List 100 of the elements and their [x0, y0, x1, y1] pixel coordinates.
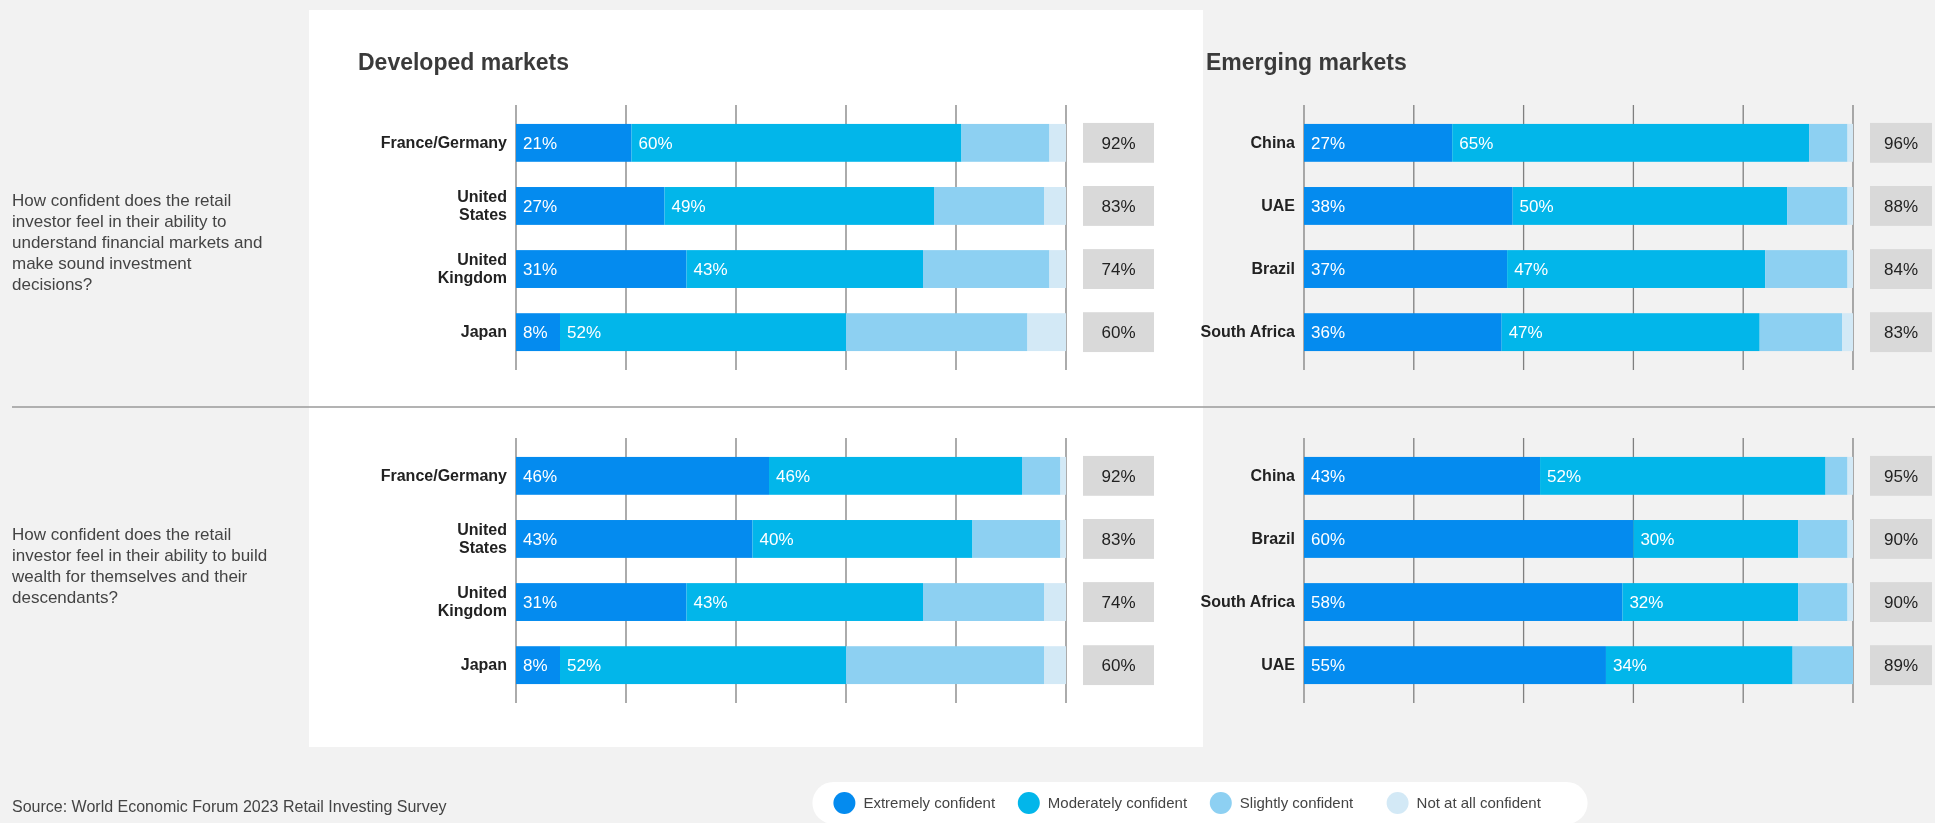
y-tick-label: China	[1250, 466, 1296, 484]
y-axis-title: How confident does the retail investor feel in their ability to build wealth for themselves and their descendants?	[11, 525, 268, 607]
bar	[1787, 187, 1848, 225]
source-note: Source: World Economic Forum 2023 Retail Investing Survey	[12, 798, 447, 815]
bar	[1798, 520, 1848, 558]
bar	[1512, 187, 1788, 225]
bar	[560, 313, 846, 352]
bar	[1847, 520, 1853, 558]
bar	[1507, 250, 1766, 288]
data-label: 43%	[523, 529, 558, 549]
bar	[1825, 456, 1848, 495]
y-tick-label: South Africa	[1200, 323, 1296, 341]
bar	[1304, 646, 1606, 685]
legend-label: Moderately confident	[1047, 794, 1188, 811]
data-label: 65%	[1459, 133, 1494, 153]
data-label: 37%	[1311, 260, 1346, 280]
bar	[516, 123, 632, 162]
bar	[516, 187, 665, 225]
bar	[1452, 123, 1810, 162]
bar	[1304, 123, 1453, 162]
bar	[516, 583, 687, 621]
bar	[1044, 187, 1066, 225]
bar	[972, 520, 1061, 558]
bar	[1842, 313, 1853, 352]
bar	[923, 250, 1050, 288]
bar	[752, 520, 973, 558]
bar	[686, 250, 923, 288]
bar	[934, 187, 1044, 225]
data-label: 58%	[1311, 593, 1346, 613]
y-tick-label: United Kingdom	[437, 251, 507, 287]
data-label: 40%	[759, 529, 794, 549]
bar	[1022, 456, 1061, 495]
data-label: 46%	[776, 466, 811, 486]
y-tick-label: China	[1250, 133, 1296, 151]
data-label: 30%	[1640, 529, 1675, 549]
bar	[1049, 250, 1066, 288]
bar	[1501, 313, 1760, 352]
data-label: 43%	[1311, 466, 1346, 486]
text: 60%	[1101, 323, 1136, 343]
y-tick-label: United States	[457, 520, 508, 556]
bar	[1304, 187, 1513, 225]
data-label: 8%	[523, 323, 548, 343]
text: 83%	[1883, 323, 1919, 343]
bar	[1304, 456, 1541, 495]
y-tick-label: South Africa	[1200, 593, 1296, 611]
data-label: 50%	[1519, 196, 1554, 216]
y-tick-label: Brazil	[1251, 260, 1295, 278]
bar	[961, 123, 1050, 162]
bar	[516, 520, 753, 558]
bar	[923, 583, 1044, 621]
data-label: 31%	[523, 593, 558, 613]
text: 83%	[1101, 196, 1136, 216]
y-tick-label: United Kingdom	[437, 584, 507, 620]
data-label: 27%	[523, 196, 558, 216]
bar	[516, 456, 769, 495]
legend-label: Not at all confident	[1416, 794, 1542, 811]
bar	[1847, 583, 1853, 621]
data-label: 43%	[693, 260, 728, 280]
text: 84%	[1883, 260, 1919, 280]
data-label: 34%	[1612, 656, 1647, 676]
data-label: 47%	[1508, 323, 1543, 343]
bar	[1809, 123, 1848, 162]
bar	[516, 250, 687, 288]
data-label: 38%	[1311, 196, 1346, 216]
data-label: 32%	[1629, 593, 1664, 613]
text: 89%	[1883, 656, 1919, 676]
data-label: 52%	[1547, 466, 1582, 486]
bar	[1759, 313, 1843, 352]
bar	[1792, 646, 1853, 685]
bar	[1765, 250, 1848, 288]
y-tick-label: UAE	[1261, 196, 1296, 214]
text: 90%	[1883, 593, 1919, 613]
data-label: 21%	[523, 133, 558, 153]
text: 74%	[1101, 260, 1136, 280]
bar	[664, 187, 934, 225]
y-tick-label: Japan	[460, 323, 507, 341]
bar	[1847, 123, 1853, 162]
data-label: 55%	[1311, 656, 1346, 676]
bar	[1605, 646, 1793, 685]
bar	[1304, 250, 1508, 288]
data-label: 27%	[1311, 133, 1346, 153]
bar	[1027, 313, 1066, 352]
text: 83%	[1101, 529, 1136, 549]
bar	[1304, 313, 1502, 352]
bar	[769, 456, 1022, 495]
bar	[1540, 456, 1826, 495]
data-label: 52%	[567, 656, 602, 676]
y-tick-label: Japan	[460, 656, 507, 674]
bar	[1044, 583, 1066, 621]
legend-label: Extremely confident	[863, 794, 996, 811]
y-tick-label: France/Germany	[380, 466, 508, 484]
bar	[1060, 520, 1066, 558]
bar	[846, 313, 1028, 352]
bar	[846, 646, 1044, 685]
bar	[631, 123, 962, 162]
data-label: 52%	[567, 323, 602, 343]
legend-label: Slightly confident	[1239, 794, 1355, 811]
bar	[1847, 250, 1853, 288]
y-tick-label: Brazil	[1251, 529, 1295, 547]
text: 95%	[1883, 466, 1919, 486]
